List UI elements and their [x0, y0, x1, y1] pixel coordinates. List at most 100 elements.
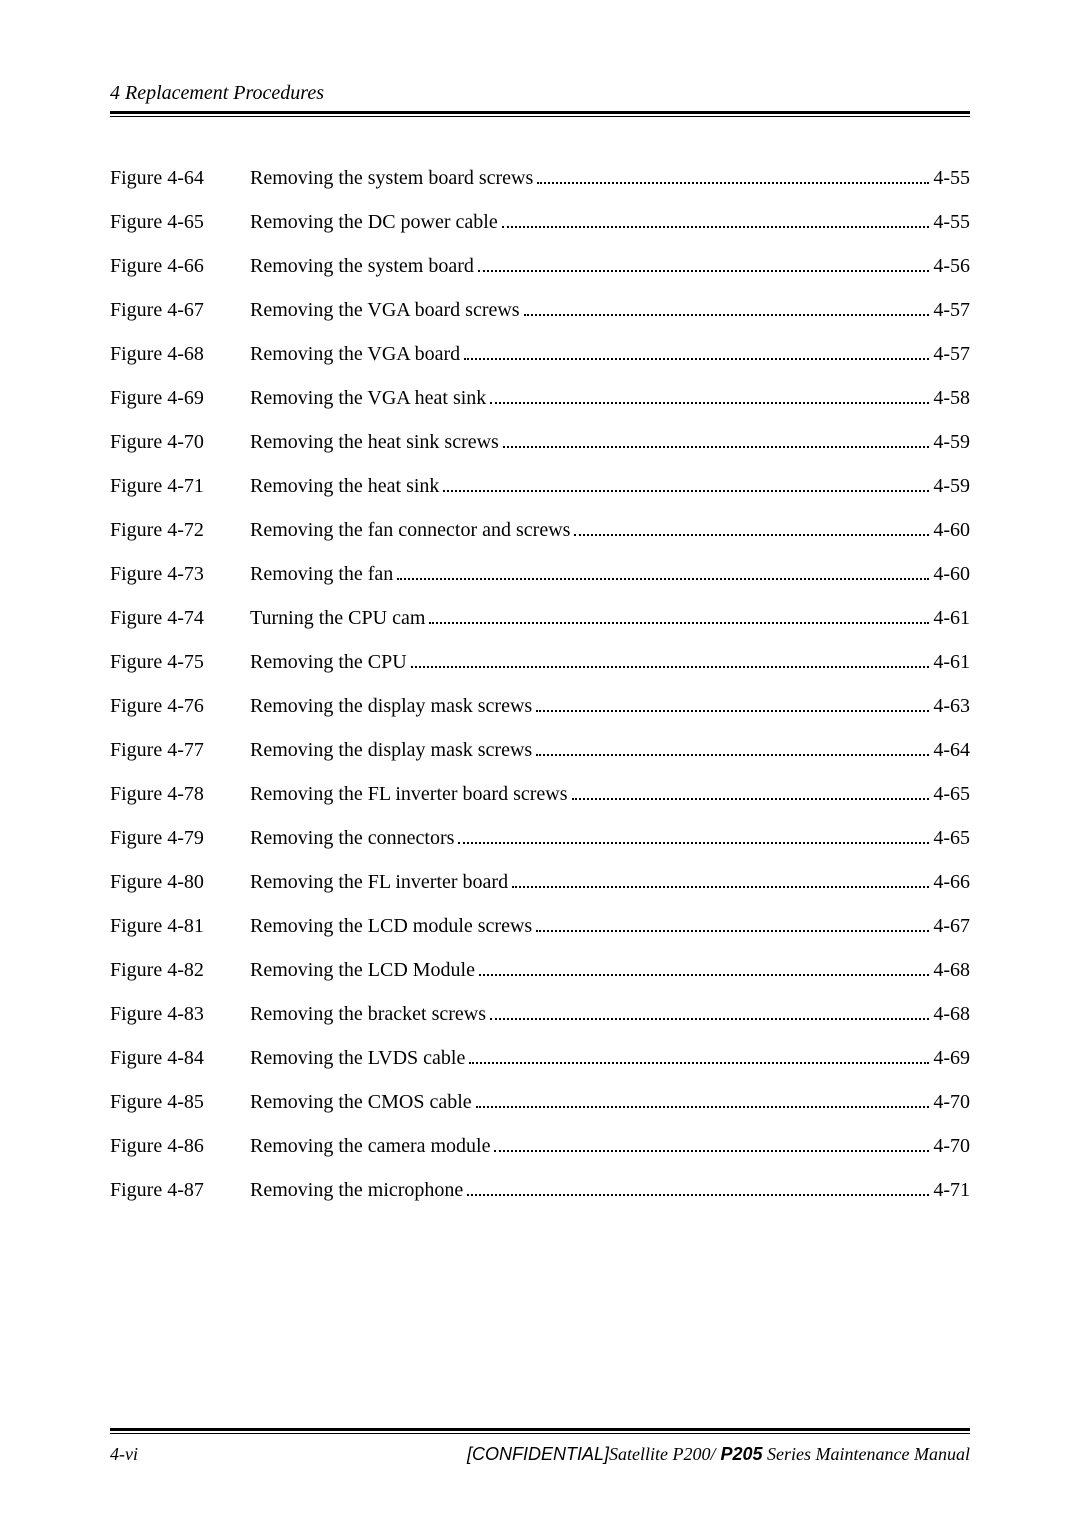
toc-page: 4-65 — [933, 779, 970, 809]
toc-page: 4-61 — [933, 603, 970, 633]
toc-entry: Figure 4-81Removing the LCD module screw… — [110, 911, 970, 941]
toc-label: Figure 4-74 — [110, 603, 250, 633]
toc-leader-dots — [537, 182, 929, 184]
footer-line: 4-vi [CONFIDENTIAL]Satellite P200/ P205 … — [110, 1444, 970, 1465]
toc-title: Removing the LCD module screws — [250, 911, 532, 941]
footer-product2: P205 — [716, 1444, 763, 1464]
toc-title: Removing the fan connector and screws — [250, 515, 570, 545]
footer-product1: Satellite P200/ — [609, 1444, 715, 1464]
header-rule-thick — [110, 111, 970, 114]
toc-leader-dots — [469, 1062, 929, 1064]
toc-label: Figure 4-68 — [110, 339, 250, 369]
toc-leader-dots — [478, 270, 929, 272]
toc-entry: Figure 4-78Removing the FL inverter boar… — [110, 779, 970, 809]
toc-title: Removing the heat sink screws — [250, 427, 499, 457]
toc-entry: Figure 4-85Removing the CMOS cable4-70 — [110, 1087, 970, 1117]
toc-entry: Figure 4-70Removing the heat sink screws… — [110, 427, 970, 457]
toc-entry: Figure 4-75Removing the CPU 4-61 — [110, 647, 970, 677]
toc-leader-dots — [503, 446, 929, 448]
toc-entry: Figure 4-72Removing the fan connector an… — [110, 515, 970, 545]
toc-page: 4-69 — [933, 1043, 970, 1073]
toc-page: 4-59 — [933, 427, 970, 457]
confidential-label: [CONFIDENTIAL] — [467, 1444, 609, 1464]
toc-entry: Figure 4-82Removing the LCD Module 4-68 — [110, 955, 970, 985]
toc-entry: Figure 4-76Removing the display mask scr… — [110, 691, 970, 721]
toc-entry: Figure 4-71Removing the heat sink 4-59 — [110, 471, 970, 501]
toc-leader-dots — [443, 490, 929, 492]
toc-leader-dots — [467, 1194, 929, 1196]
toc-title: Removing the VGA board — [250, 339, 460, 369]
toc-page: 4-64 — [933, 735, 970, 765]
toc-label: Figure 4-85 — [110, 1087, 250, 1117]
toc-label: Figure 4-78 — [110, 779, 250, 809]
toc-entry: Figure 4-68Removing the VGA board 4-57 — [110, 339, 970, 369]
toc-title: Removing the CPU — [250, 647, 407, 677]
toc-title: Removing the LCD Module — [250, 955, 475, 985]
toc-title: Removing the system board — [250, 251, 474, 281]
toc-title: Removing the FL inverter board screws — [250, 779, 568, 809]
toc-label: Figure 4-73 — [110, 559, 250, 589]
toc-leader-dots — [494, 1150, 929, 1152]
toc-page: 4-68 — [933, 955, 970, 985]
toc-title: Turning the CPU cam — [250, 603, 425, 633]
toc-label: Figure 4-80 — [110, 867, 250, 897]
toc-leader-dots — [458, 842, 929, 844]
toc-page: 4-70 — [933, 1131, 970, 1161]
toc-entry: Figure 4-74Turning the CPU cam 4-61 — [110, 603, 970, 633]
toc-leader-dots — [574, 534, 929, 536]
toc-leader-dots — [572, 798, 930, 800]
toc-leader-dots — [411, 666, 930, 668]
toc-entry: Figure 4-66Removing the system board 4-56 — [110, 251, 970, 281]
toc-label: Figure 4-87 — [110, 1175, 250, 1205]
footer-right: [CONFIDENTIAL]Satellite P200/ P205 Serie… — [467, 1444, 970, 1465]
toc-entry: Figure 4-77Removing the display mask scr… — [110, 735, 970, 765]
toc-page: 4-58 — [933, 383, 970, 413]
toc-leader-dots — [490, 1018, 929, 1020]
toc-page: 4-56 — [933, 251, 970, 281]
toc-title: Removing the microphone — [250, 1175, 463, 1205]
toc-leader-dots — [490, 402, 929, 404]
toc-label: Figure 4-77 — [110, 735, 250, 765]
toc-title: Removing the camera module — [250, 1131, 490, 1161]
toc-leader-dots — [464, 358, 929, 360]
toc-entry: Figure 4-69Removing the VGA heat sink4-5… — [110, 383, 970, 413]
toc-title: Removing the heat sink — [250, 471, 439, 501]
toc-page: 4-71 — [933, 1175, 970, 1205]
toc-page: 4-61 — [933, 647, 970, 677]
toc-page: 4-57 — [933, 295, 970, 325]
toc-leader-dots — [524, 314, 930, 316]
toc-entry: Figure 4-87Removing the microphone 4-71 — [110, 1175, 970, 1205]
toc-entry: Figure 4-79Removing the connectors4-65 — [110, 823, 970, 853]
toc-entry: Figure 4-73Removing the fan4-60 — [110, 559, 970, 589]
toc-page: 4-65 — [933, 823, 970, 853]
chapter-title: 4 Replacement Procedures — [110, 82, 970, 111]
toc-entry: Figure 4-64Removing the system board scr… — [110, 163, 970, 193]
toc-label: Figure 4-69 — [110, 383, 250, 413]
toc-title: Removing the display mask screws — [250, 691, 532, 721]
toc-page: 4-59 — [933, 471, 970, 501]
footer-rule-thick — [110, 1428, 970, 1431]
toc-label: Figure 4-70 — [110, 427, 250, 457]
toc-label: Figure 4-82 — [110, 955, 250, 985]
toc-label: Figure 4-79 — [110, 823, 250, 853]
toc-entry: Figure 4-86Removing the camera module4-7… — [110, 1131, 970, 1161]
toc-title: Removing the display mask screws — [250, 735, 532, 765]
toc-leader-dots — [536, 930, 929, 932]
toc-page: 4-55 — [933, 207, 970, 237]
toc-title: Removing the fan — [250, 559, 393, 589]
toc-entry: Figure 4-80Removing the FL inverter boar… — [110, 867, 970, 897]
toc-label: Figure 4-75 — [110, 647, 250, 677]
toc-leader-dots — [512, 886, 929, 888]
toc-label: Figure 4-71 — [110, 471, 250, 501]
toc-label: Figure 4-66 — [110, 251, 250, 281]
toc-entry: Figure 4-83Removing the bracket screws4-… — [110, 999, 970, 1029]
toc-page: 4-63 — [933, 691, 970, 721]
toc-leader-dots — [479, 974, 929, 976]
toc-leader-dots — [397, 578, 929, 580]
toc-entry: Figure 4-67Removing the VGA board screws… — [110, 295, 970, 325]
toc-title: Removing the bracket screws — [250, 999, 486, 1029]
footer-suffix: Series Maintenance Manual — [763, 1444, 970, 1464]
toc-page: 4-57 — [933, 339, 970, 369]
toc-label: Figure 4-81 — [110, 911, 250, 941]
toc-label: Figure 4-83 — [110, 999, 250, 1029]
